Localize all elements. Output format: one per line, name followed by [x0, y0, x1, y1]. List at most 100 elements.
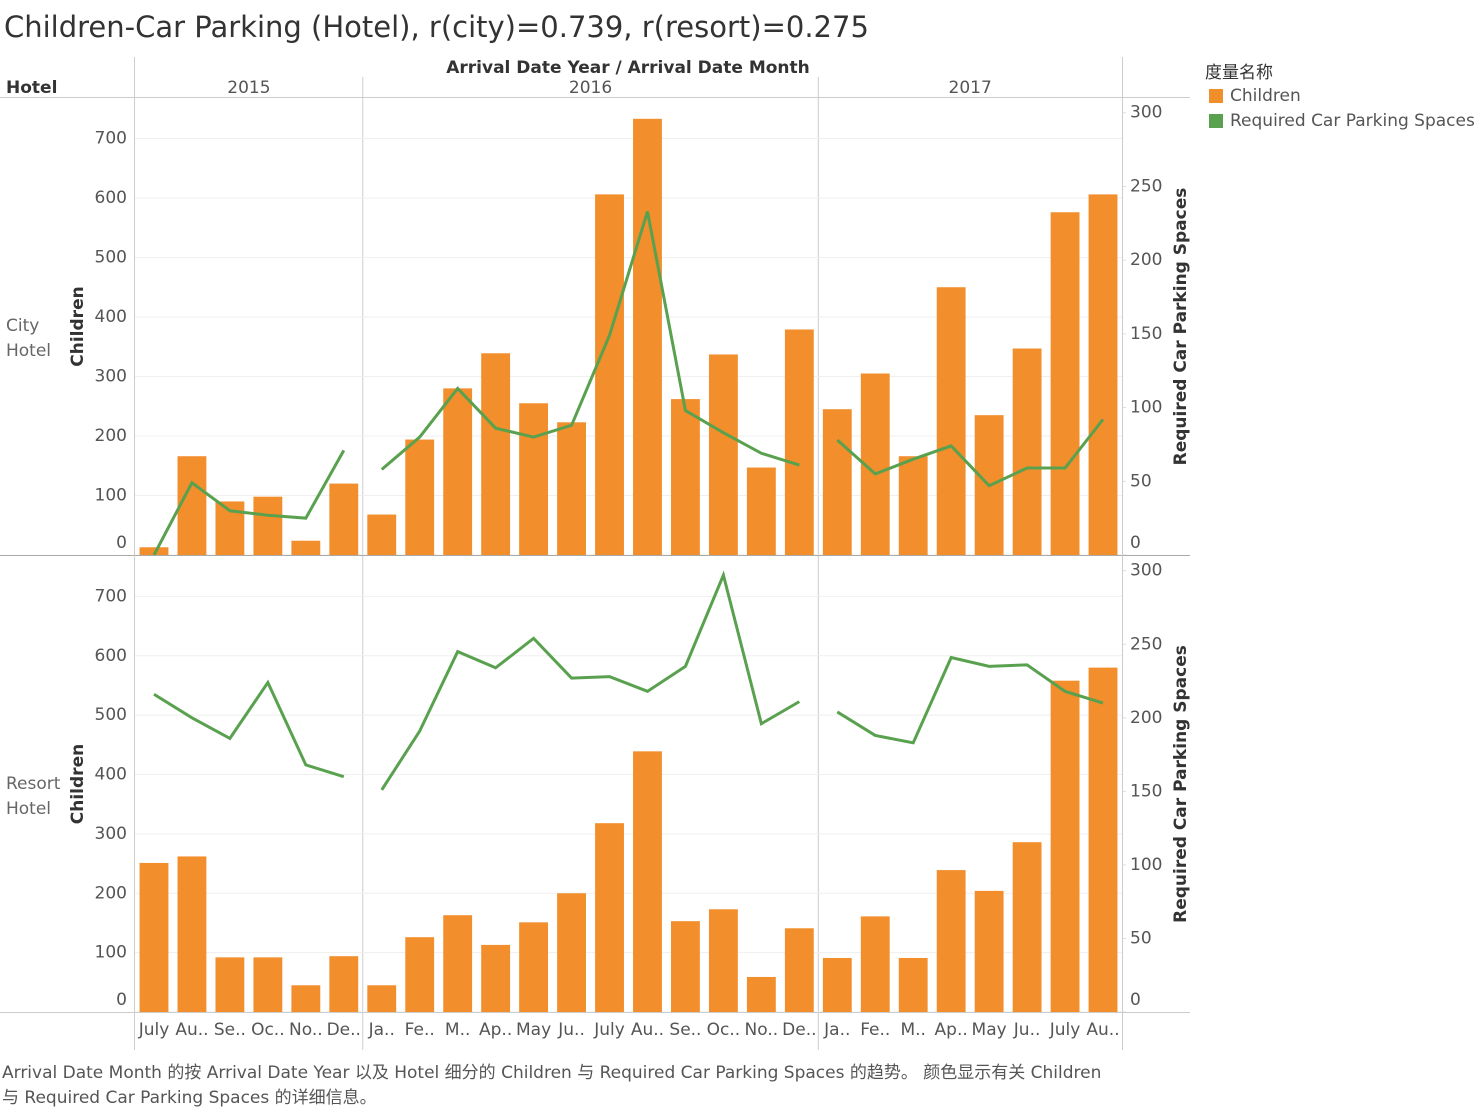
bar	[215, 957, 245, 1012]
legend-label: Children	[1230, 86, 1301, 106]
bar	[860, 916, 890, 1012]
y-tick-label: 500	[95, 705, 127, 725]
x-title: Arrival Date Year / Arrival Date Month	[446, 58, 810, 78]
bar	[291, 985, 321, 1012]
caption: Arrival Date Month 的按 Arrival Date Year …	[2, 1063, 1102, 1108]
bar	[1050, 212, 1080, 555]
bar	[329, 956, 359, 1012]
y2-tick-label: 150	[1130, 324, 1162, 344]
y-axis-title: Children	[68, 286, 88, 366]
x-tick-label: De..	[327, 1020, 361, 1040]
y-tick-label: 400	[95, 765, 127, 785]
y-tick-label: 700	[95, 586, 127, 606]
y-tick-label: 300	[95, 824, 127, 844]
y2-tick-label: 300	[1130, 103, 1162, 123]
y2-axis-title: Required Car Parking Spaces	[1171, 645, 1191, 923]
bar	[519, 922, 549, 1012]
x-tick-label: July	[138, 1020, 170, 1040]
y-tick-label: 400	[95, 307, 127, 327]
bar	[557, 893, 586, 1012]
x-tick-label: Oc..	[251, 1020, 285, 1040]
y2-tick-label: 0	[1130, 533, 1141, 553]
legend-title: 度量名称	[1205, 63, 1273, 83]
x-tick-label: Ja..	[368, 1020, 395, 1040]
x-tick-label: July	[1049, 1020, 1081, 1040]
line	[380, 211, 800, 471]
x-tick-label: Oc..	[707, 1020, 741, 1040]
x-tick-label: Au..	[1086, 1020, 1119, 1040]
x-tick-label: No..	[745, 1020, 779, 1040]
line	[836, 655, 1104, 745]
bar	[177, 856, 207, 1012]
line	[152, 449, 346, 556]
bar	[936, 870, 966, 1012]
bar	[784, 928, 814, 1012]
bar	[519, 403, 549, 555]
y2-tick-label: 150	[1130, 781, 1162, 801]
pane-label: City Hotel	[6, 316, 52, 361]
bar	[443, 915, 473, 1012]
bar	[822, 409, 852, 555]
y2-tick-label: 300	[1130, 561, 1162, 581]
x-tick-label: Ap..	[479, 1020, 512, 1040]
bar	[784, 329, 814, 555]
bar	[746, 467, 776, 555]
x-tick-label: Fe..	[405, 1020, 435, 1040]
y-tick-label: 600	[95, 188, 127, 208]
x-tick-label: De..	[782, 1020, 816, 1040]
bar	[1050, 680, 1080, 1012]
y2-tick-label: 100	[1130, 855, 1162, 875]
legend-label: Required Car Parking Spaces	[1230, 111, 1475, 131]
bar	[708, 354, 738, 555]
y-tick-label: 100	[95, 943, 127, 963]
y2-tick-label: 200	[1130, 708, 1162, 728]
y-tick-label: 600	[95, 646, 127, 666]
x-tick-label: Ap..	[935, 1020, 968, 1040]
y-tick-label: 200	[95, 883, 127, 903]
bar	[822, 957, 852, 1012]
bar	[595, 823, 624, 1012]
bar	[746, 976, 776, 1012]
bar	[1088, 667, 1118, 1012]
bar	[936, 287, 966, 555]
x-tick-label: Ja..	[823, 1020, 850, 1040]
x-tick-label: Ju..	[1013, 1020, 1041, 1040]
chart-title: Children-Car Parking (Hotel), r(city)=0.…	[4, 10, 869, 44]
bar	[405, 439, 435, 555]
row-header: Hotel	[6, 78, 57, 98]
y2-tick-label: 50	[1130, 471, 1152, 491]
bar	[405, 937, 435, 1012]
bar	[177, 456, 207, 555]
bar	[708, 909, 738, 1012]
legend-swatch	[1209, 114, 1223, 128]
bar	[974, 890, 1004, 1012]
line	[380, 570, 801, 791]
y2-tick-label: 0	[1130, 990, 1141, 1010]
bar	[291, 540, 321, 555]
y-tick-label: 0	[116, 990, 127, 1010]
y-axis-title: Children	[68, 744, 88, 824]
bar	[633, 751, 662, 1012]
bar	[898, 456, 928, 555]
bar	[633, 118, 662, 556]
bar	[595, 194, 624, 555]
y-tick-label: 500	[95, 247, 127, 267]
bar	[1012, 348, 1042, 555]
bar	[139, 862, 169, 1012]
x-tick-label: Au..	[175, 1020, 208, 1040]
x-tick-label: M..	[445, 1020, 470, 1040]
bar	[557, 422, 586, 555]
y2-tick-label: 200	[1130, 250, 1162, 270]
bar	[481, 353, 511, 555]
x-tick-label: May	[516, 1020, 551, 1040]
bar	[443, 388, 473, 555]
bar	[671, 399, 700, 555]
bar	[253, 496, 283, 555]
x-tick-label: May	[972, 1020, 1007, 1040]
x-tick-label: Fe..	[860, 1020, 890, 1040]
x-tick-label: July	[593, 1020, 625, 1040]
year-label: 2017	[949, 78, 992, 98]
y2-tick-label: 250	[1130, 634, 1162, 654]
x-tick-label: No..	[289, 1020, 323, 1040]
